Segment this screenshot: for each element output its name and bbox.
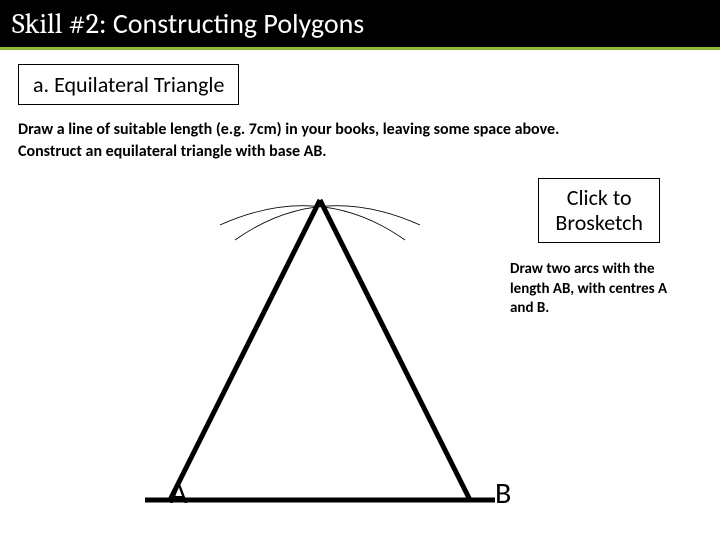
- click-brosketch-button[interactable]: Click to Brosketch: [538, 178, 660, 243]
- vertex-label-b: B: [495, 475, 511, 512]
- instruction-line1: Draw a line of suitable length (e.g. 7cm…: [18, 119, 702, 141]
- triangle-left-side: [170, 200, 320, 500]
- triangle-right-side: [320, 200, 470, 500]
- title-topic: Constructing Polygons: [113, 6, 364, 41]
- instruction-line2: Construct an equilateral triangle with b…: [18, 141, 702, 163]
- instruction-block: Draw a line of suitable length (e.g. 7cm…: [18, 119, 702, 164]
- click-box-line2: Brosketch: [555, 210, 643, 235]
- title-bar: Skill #2: Constructing Polygons: [0, 0, 720, 50]
- title-skill-label: Skill #2: [12, 8, 99, 40]
- vertex-label-a: A: [170, 475, 187, 512]
- title-separator: :: [99, 6, 113, 41]
- hint-text: Draw two arcs with the length AB, with c…: [510, 260, 680, 319]
- diagram-area: Click to Brosketch Draw two arcs with th…: [0, 170, 720, 540]
- subtitle-box: a. Equilateral Triangle: [18, 64, 239, 105]
- click-box-line1: Click to: [555, 185, 643, 210]
- subtitle-text: a. Equilateral Triangle: [33, 71, 224, 98]
